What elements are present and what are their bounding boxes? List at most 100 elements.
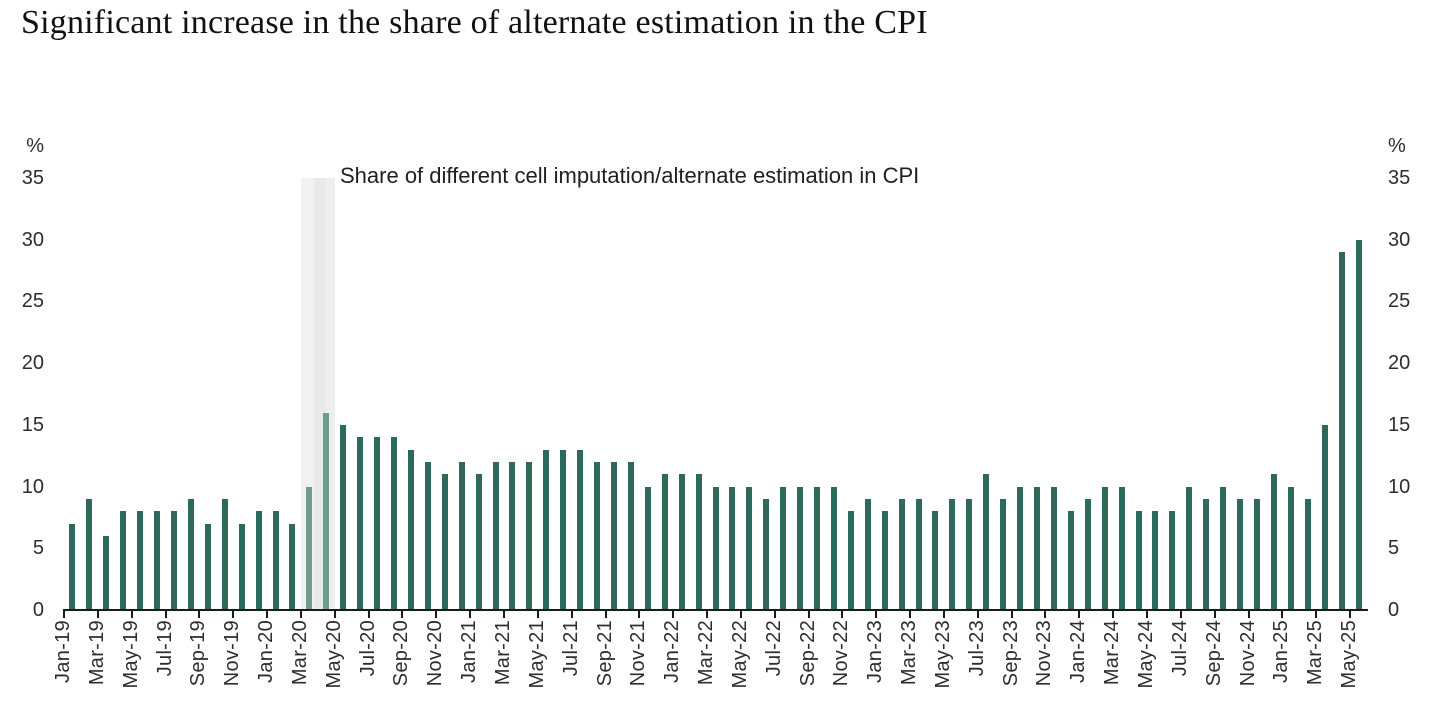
bar xyxy=(374,437,381,610)
x-axis-tick xyxy=(333,610,336,618)
bar xyxy=(1118,486,1125,610)
bar xyxy=(103,535,110,610)
bar xyxy=(780,486,787,610)
x-axis-tick xyxy=(1078,610,1081,618)
bar xyxy=(1304,498,1311,610)
y-tick-label: 35 xyxy=(1388,166,1411,189)
bar xyxy=(170,511,177,610)
x-axis-tick xyxy=(63,610,65,618)
y-axis-unit-left: % xyxy=(26,134,44,157)
bar xyxy=(1338,252,1345,610)
bar xyxy=(69,523,76,610)
x-tick-label: Mar-21 xyxy=(491,620,514,686)
bar xyxy=(1186,486,1193,610)
bar xyxy=(1254,498,1260,610)
x-axis-tick xyxy=(266,610,269,618)
x-tick-label: Jan-20 xyxy=(255,620,278,683)
x-axis-tick xyxy=(1315,610,1318,618)
bar xyxy=(154,511,161,610)
x-axis-tick xyxy=(773,610,776,618)
bar xyxy=(577,449,584,610)
y-axis-unit-right: % xyxy=(1388,134,1406,157)
x-tick-label: May-23 xyxy=(931,620,954,689)
bar xyxy=(526,461,533,610)
x-tick-label: Nov-24 xyxy=(1236,620,1259,687)
bar xyxy=(763,498,770,610)
x-tick-label: May-20 xyxy=(322,620,345,689)
x-tick-label: Mar-25 xyxy=(1304,620,1327,686)
chart-subtitle: Share of different cell imputation/alter… xyxy=(340,163,920,188)
y-tick-label: 0 xyxy=(32,599,44,621)
bar xyxy=(492,461,499,610)
bar xyxy=(323,412,330,610)
y-tick-label: 5 xyxy=(1388,537,1400,560)
y-tick-label: 20 xyxy=(1388,352,1411,375)
bar xyxy=(661,474,668,610)
bar xyxy=(390,437,397,610)
x-tick-label: Jan-23 xyxy=(864,620,887,683)
x-tick-label: Jan-22 xyxy=(661,620,684,683)
x-tick-label: Jan-19 xyxy=(52,620,74,683)
y-tick-label: 30 xyxy=(1388,228,1411,251)
bar xyxy=(255,511,262,610)
x-tick-label: Mar-22 xyxy=(695,620,718,686)
bar xyxy=(729,486,736,610)
bar xyxy=(560,449,567,610)
bar xyxy=(610,461,617,610)
bar xyxy=(1084,498,1091,610)
x-tick-label: May-25 xyxy=(1338,620,1361,689)
bar xyxy=(1220,486,1227,610)
bar xyxy=(1270,474,1277,610)
x-tick-label: Jan-24 xyxy=(1067,620,1090,683)
bar xyxy=(1017,486,1024,610)
y-tick-label: 0 xyxy=(1388,599,1400,621)
y-tick-label: 5 xyxy=(32,537,44,560)
bar xyxy=(678,474,685,610)
page-title: Significant increase in the share of alt… xyxy=(21,4,928,41)
y-tick-label: 10 xyxy=(21,475,44,498)
bar xyxy=(1287,486,1294,610)
bar xyxy=(238,523,245,610)
x-axis-tick xyxy=(299,610,302,618)
y-tick-label: 15 xyxy=(1388,413,1411,436)
bar xyxy=(407,449,414,610)
x-tick-label: Sep-21 xyxy=(593,620,616,687)
bar xyxy=(187,498,194,610)
bar xyxy=(1050,486,1057,610)
bar xyxy=(1355,239,1362,610)
x-axis-tick xyxy=(232,610,235,618)
y-tick-label: 20 xyxy=(21,352,44,375)
x-tick-label: Jul-23 xyxy=(965,620,988,677)
bar xyxy=(306,486,313,610)
x-axis-tick xyxy=(401,610,404,618)
bar xyxy=(983,474,990,610)
x-tick-label: Jan-21 xyxy=(458,620,481,683)
x-tick-label: Jan-25 xyxy=(1270,620,1293,683)
x-axis-tick xyxy=(638,610,641,618)
bar xyxy=(864,498,871,610)
bar xyxy=(1034,486,1041,610)
x-axis-tick xyxy=(130,610,133,618)
x-axis-tick xyxy=(1112,610,1115,618)
x-tick-label: Nov-20 xyxy=(424,620,447,687)
x-axis-tick xyxy=(909,610,912,618)
bar xyxy=(712,486,719,610)
x-tick-label: May-19 xyxy=(119,620,142,689)
x-tick-label: Mar-19 xyxy=(85,620,108,686)
bar xyxy=(1152,511,1159,610)
x-axis-tick xyxy=(164,610,167,618)
bar xyxy=(357,437,364,610)
bar xyxy=(1135,511,1142,610)
x-axis-tick xyxy=(942,610,945,618)
bar xyxy=(814,486,821,610)
bar xyxy=(120,511,127,610)
bar xyxy=(1101,486,1108,610)
y-tick-label: 25 xyxy=(1388,290,1411,313)
y-tick-label: 10 xyxy=(1388,475,1411,498)
x-tick-label: Sep-24 xyxy=(1202,620,1225,687)
bar xyxy=(1000,498,1007,610)
x-axis-tick xyxy=(841,610,844,618)
bar xyxy=(797,486,804,610)
